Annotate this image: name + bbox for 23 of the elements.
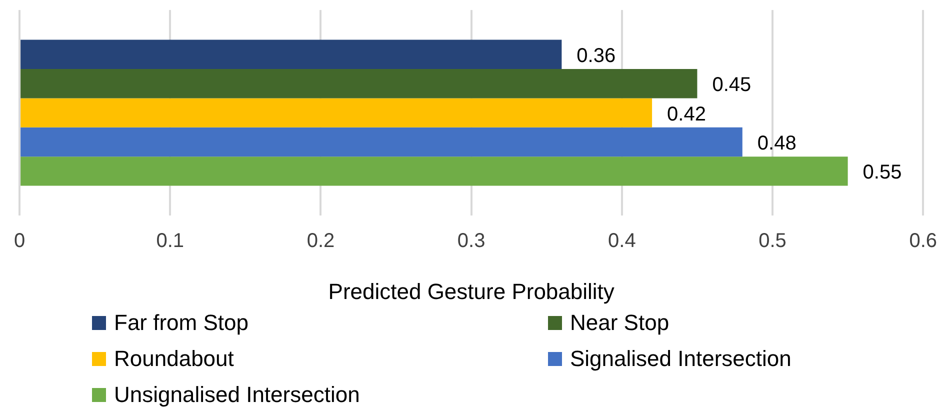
bar <box>20 127 742 157</box>
x-tick-label: 0.2 <box>306 230 335 252</box>
bar <box>20 69 698 98</box>
bar <box>20 156 848 186</box>
data-label: 0.48 <box>757 132 796 155</box>
legend-label: Unsignalised Intersection <box>114 382 360 408</box>
x-tick-label: 0.6 <box>909 230 938 252</box>
data-label: 0.36 <box>576 44 616 67</box>
x-tick-label: 0.1 <box>156 230 184 252</box>
legend-label: Far from Stop <box>114 310 248 336</box>
data-label: 0.45 <box>712 74 752 96</box>
x-tick-label: 0 <box>14 230 26 252</box>
legend-label: Near Stop <box>570 310 670 336</box>
x-tick-label: 0.3 <box>457 230 486 252</box>
bar <box>20 40 562 70</box>
x-tick-label: 0.4 <box>608 230 636 252</box>
x-tick-label: 0.5 <box>758 230 786 252</box>
x-axis-title: Predicted Gesture Probability <box>328 278 614 304</box>
data-label: 0.55 <box>862 162 902 184</box>
legend-label: Signalised Intersection <box>570 346 792 372</box>
data-label: 0.42 <box>667 103 706 126</box>
legend-label: Roundabout <box>114 346 234 372</box>
bar <box>20 98 652 128</box>
